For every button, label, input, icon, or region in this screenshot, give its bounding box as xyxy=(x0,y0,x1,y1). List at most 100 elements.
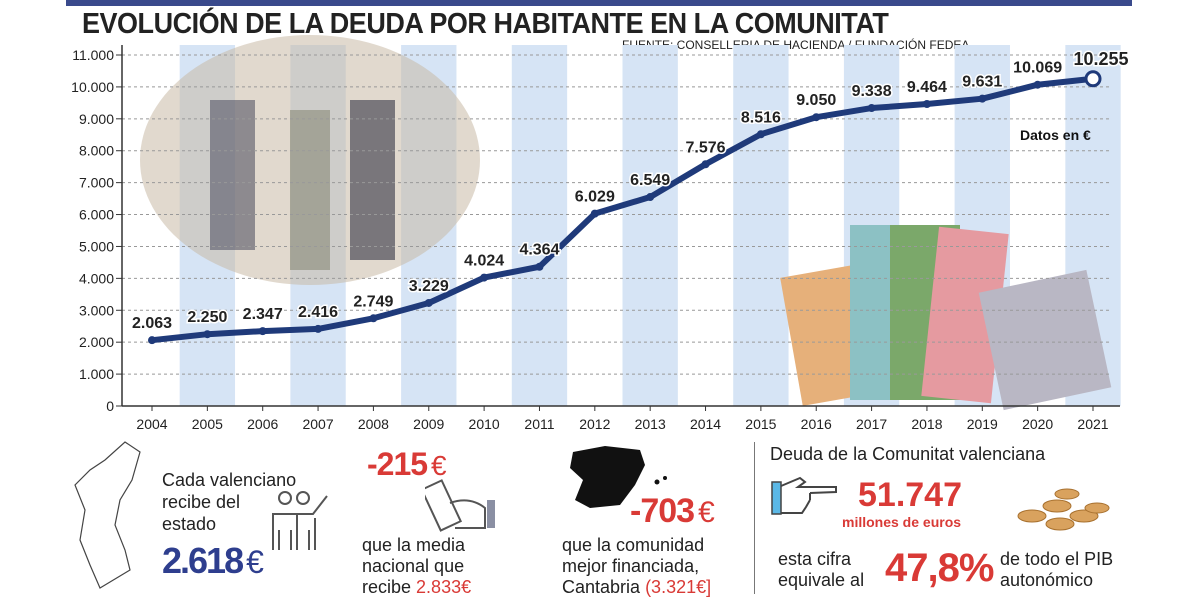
y-tick-label: 3.000 xyxy=(79,302,114,318)
x-tick-label: 2006 xyxy=(247,416,278,432)
data-label: 2.063 xyxy=(132,315,172,332)
y-tick-label: 11.000 xyxy=(72,47,114,63)
deuda-text-4: autonómico xyxy=(1000,570,1094,590)
debt-series-line xyxy=(151,75,1094,344)
data-point xyxy=(424,298,433,307)
cantabria-value: -703 € xyxy=(630,492,715,530)
valencia-map-icon xyxy=(74,441,141,589)
x-tick-label: 2012 xyxy=(579,416,610,432)
x-tick-label: 2004 xyxy=(136,416,167,432)
valenciano-value: 2.618 € xyxy=(162,540,264,581)
coins-icon xyxy=(1017,488,1110,531)
data-label: 4.024 xyxy=(464,253,504,270)
page-title: EVOLUCIÓN DE LA DEUDA POR HABITANTE EN L… xyxy=(82,8,889,40)
data-point xyxy=(867,104,876,113)
x-tick-label: 2005 xyxy=(192,416,223,432)
cantabria-highlight: (3.321€] xyxy=(645,577,712,597)
x-tick-label: 2008 xyxy=(358,416,389,432)
data-label: 2.347 xyxy=(243,306,283,323)
valenciano-text-3: estado xyxy=(162,514,217,534)
hand-money-icon xyxy=(425,479,495,532)
photo-shoppers xyxy=(140,35,480,285)
y-tick-label: 5.000 xyxy=(79,238,114,254)
pib-percentage: 47,8% xyxy=(885,546,994,590)
data-label: 9.631 xyxy=(962,74,1002,91)
media-text-3: recibe xyxy=(362,577,412,597)
data-point xyxy=(314,324,323,333)
data-label: 6.029 xyxy=(575,189,615,206)
cantabria-text-2: mejor financiada, xyxy=(562,556,700,576)
deuda-value: 51.747 xyxy=(858,476,962,514)
x-tick-label: 2017 xyxy=(856,416,887,432)
data-point xyxy=(701,160,710,169)
data-label: 2.250 xyxy=(187,309,227,326)
divider xyxy=(754,442,755,594)
x-tick-label: 2007 xyxy=(302,416,333,432)
y-tick-label: 10.000 xyxy=(71,79,114,95)
data-point xyxy=(148,336,156,345)
data-label: 6.549 xyxy=(630,172,670,189)
media-text-1: que la media xyxy=(362,535,466,555)
cantabria-text-1: que la comunidad xyxy=(562,535,705,555)
deuda-unit: millones de euros xyxy=(842,514,962,530)
data-label: 9.464 xyxy=(907,79,947,96)
x-tick-label: 2009 xyxy=(413,416,444,432)
top-bar xyxy=(66,0,1132,6)
x-tick-label: 2020 xyxy=(1022,416,1053,432)
media-value: -215 € xyxy=(367,446,447,482)
x-tick-label: 2019 xyxy=(967,416,998,432)
data-point xyxy=(1033,80,1042,89)
data-point xyxy=(978,94,987,103)
x-tick-label: 2016 xyxy=(801,416,832,432)
data-point xyxy=(756,130,765,139)
data-label: 3.229 xyxy=(409,278,449,295)
data-point xyxy=(646,193,655,202)
data-point xyxy=(480,273,489,282)
data-label: 7.576 xyxy=(686,139,726,156)
x-tick-label: 2011 xyxy=(524,416,554,432)
pointing-hand-icon xyxy=(771,476,837,515)
data-label: 10.255 xyxy=(1073,49,1128,69)
data-point xyxy=(203,330,212,339)
y-tick-label: 7.000 xyxy=(79,175,114,191)
media-highlight: 2.833€ xyxy=(416,577,472,597)
data-point xyxy=(258,327,267,336)
data-point xyxy=(812,113,821,122)
x-tick-label: 2021 xyxy=(1077,416,1108,432)
y-tick-label: 8.000 xyxy=(79,143,114,159)
x-tick-label: 2015 xyxy=(745,416,776,432)
data-label: 2.749 xyxy=(353,293,393,310)
deuda-heading: Deuda de la Comunitat valenciana xyxy=(770,444,1046,464)
data-point xyxy=(590,209,599,218)
x-tick-label: 2018 xyxy=(911,416,942,432)
deuda-text-3: de todo el PIB xyxy=(1000,549,1114,569)
x-tick-label: 2014 xyxy=(690,416,721,432)
photo-banknotes xyxy=(780,225,1112,411)
year-stripe xyxy=(733,45,789,406)
year-stripe xyxy=(511,45,568,406)
y-tick-label: 0 xyxy=(106,398,114,414)
x-tick-label: 2013 xyxy=(635,416,666,432)
y-tick-label: 4.000 xyxy=(79,270,114,286)
spain-map-icon xyxy=(570,446,667,508)
deuda-text-2: equivale al xyxy=(778,570,865,590)
x-tick-label: 2010 xyxy=(469,416,500,432)
data-point xyxy=(369,314,378,323)
data-point xyxy=(1084,70,1102,88)
data-label: 8.516 xyxy=(741,109,781,126)
year-stripe xyxy=(622,45,678,406)
y-tick-label: 2.000 xyxy=(79,334,114,350)
people-icon xyxy=(272,491,328,550)
data-label: 10.069 xyxy=(1013,60,1062,77)
data-point xyxy=(535,262,544,271)
units-note: Datos en € xyxy=(1020,127,1091,143)
valenciano-text-2: recibe del xyxy=(162,492,241,512)
data-label: 9.338 xyxy=(852,83,892,100)
data-point xyxy=(922,100,931,109)
y-tick-label: 6.000 xyxy=(79,207,114,223)
data-label: 4.364 xyxy=(519,242,559,259)
debt-line-chart: 0 1.000 2.000 3.000 4.000 5.000 6.000 7.000 8.00… xyxy=(71,35,1130,432)
y-tick-label: 1.000 xyxy=(79,366,114,382)
data-label: 2.416 xyxy=(298,304,338,321)
deuda-text-1: esta cifra xyxy=(778,549,852,569)
